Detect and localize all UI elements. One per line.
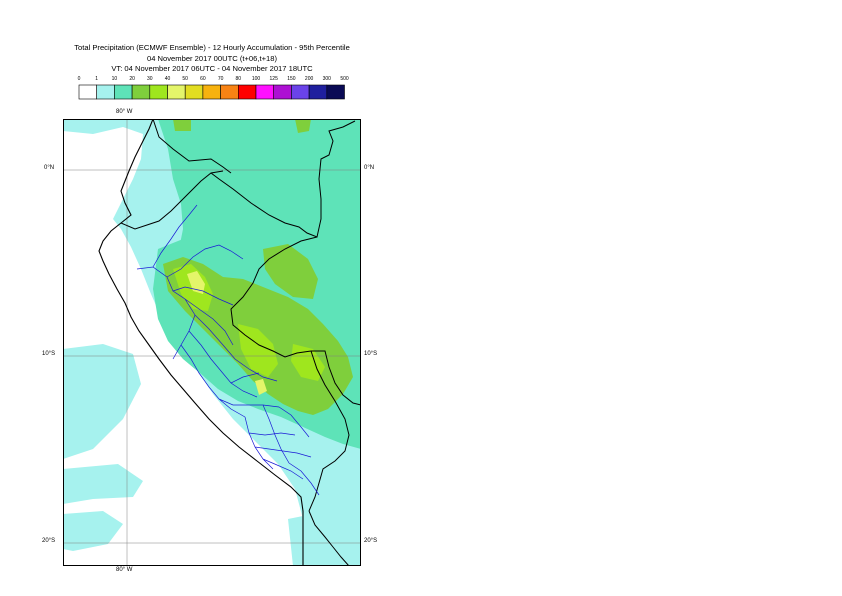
colorbar-swatch-8 xyxy=(220,84,239,100)
coastline xyxy=(98,119,304,566)
colorbar-tick-6: 50 xyxy=(182,76,188,82)
colorbar-tick-0: 0 xyxy=(77,76,81,82)
colorbar-swatch-1 xyxy=(96,84,115,100)
colorbar-swatch-10 xyxy=(255,84,275,100)
colorbar-tick-2: 10 xyxy=(111,76,118,82)
colorbar-tick-10: 100 xyxy=(251,76,261,82)
border-colombia-peru xyxy=(210,120,356,238)
colorbar-swatch-5 xyxy=(167,84,186,100)
colorbar xyxy=(78,84,345,100)
border-peru-brazil xyxy=(230,236,361,406)
colorbar-swatch-6 xyxy=(184,84,204,100)
precip-band-40 xyxy=(187,271,205,294)
colorbar-swatch-2 xyxy=(114,84,133,100)
colorbar-tick-14: 300 xyxy=(322,76,331,82)
colorbar-tick-3: 20 xyxy=(129,76,135,82)
border-bolivia-chile xyxy=(308,510,350,566)
precip-band-20d xyxy=(173,119,191,131)
lon-label-bottom: 80° W xyxy=(116,567,133,573)
colorbar-tick-4: 30 xyxy=(147,76,153,82)
colorbar-tick-9: 80 xyxy=(235,76,242,82)
forecast-run: 04 November 2017 00UTC (t+06,t+18) xyxy=(146,54,277,63)
lat-label-left-10: 10°S xyxy=(42,351,56,357)
colorbar-tick-13: 200 xyxy=(304,76,314,82)
lat-label-right-0: 0°N xyxy=(364,165,375,171)
dept-borders xyxy=(136,204,320,496)
colorbar-tick-1: 1 xyxy=(95,76,99,82)
colorbar-swatch-12 xyxy=(291,84,310,100)
lat-label-left-0: 0°N xyxy=(44,165,55,171)
precip-ocean-patch-4 xyxy=(288,514,325,566)
colorbar-tick-15: 500 xyxy=(340,76,349,82)
colorbar-swatch-14 xyxy=(326,84,345,100)
colorbar-tick-8: 70 xyxy=(217,76,224,82)
border-ecuador-colombia xyxy=(152,119,232,174)
lat-label-right-10: 10°S xyxy=(364,351,378,357)
map-title: Total Precipitation (ECMWF Ensemble) - 1… xyxy=(74,43,350,52)
map-frame xyxy=(63,119,361,566)
precip-band-20c xyxy=(295,119,311,133)
colorbar-swatch-9 xyxy=(238,84,257,100)
colorbar-tick-5: 40 xyxy=(164,76,171,82)
colorbar-swatch-11 xyxy=(273,84,292,100)
precip-band-20b xyxy=(263,244,318,299)
colorbar-tick-12: 150 xyxy=(287,76,296,82)
precipitation-map xyxy=(63,119,361,566)
lon-label-top: 80° W xyxy=(116,109,133,115)
border-peru-bolivia xyxy=(308,350,350,512)
colorbar-tick-7: 60 xyxy=(200,76,206,82)
precip-band-30c xyxy=(291,344,325,381)
lat-label-left-20: 20°S xyxy=(42,538,56,544)
colorbar-swatch-7 xyxy=(202,84,221,100)
border-ecuador-peru xyxy=(120,170,224,230)
precip-band-40b xyxy=(255,379,267,395)
colorbar-swatch-3 xyxy=(131,84,151,100)
colorbar-swatch-13 xyxy=(308,84,328,100)
valid-time: VT: 04 November 2017 06UTC - 04 November… xyxy=(111,64,313,73)
colorbar-tick-11: 125 xyxy=(269,76,278,82)
lat-label-right-20: 20°S xyxy=(364,538,378,544)
precip-ocean-patch-2 xyxy=(63,464,143,504)
precip-ocean-patch-3 xyxy=(63,511,123,551)
colorbar-swatch-0 xyxy=(78,84,98,100)
precip-ocean-patch-1 xyxy=(63,344,141,459)
colorbar-swatch-4 xyxy=(149,84,168,100)
